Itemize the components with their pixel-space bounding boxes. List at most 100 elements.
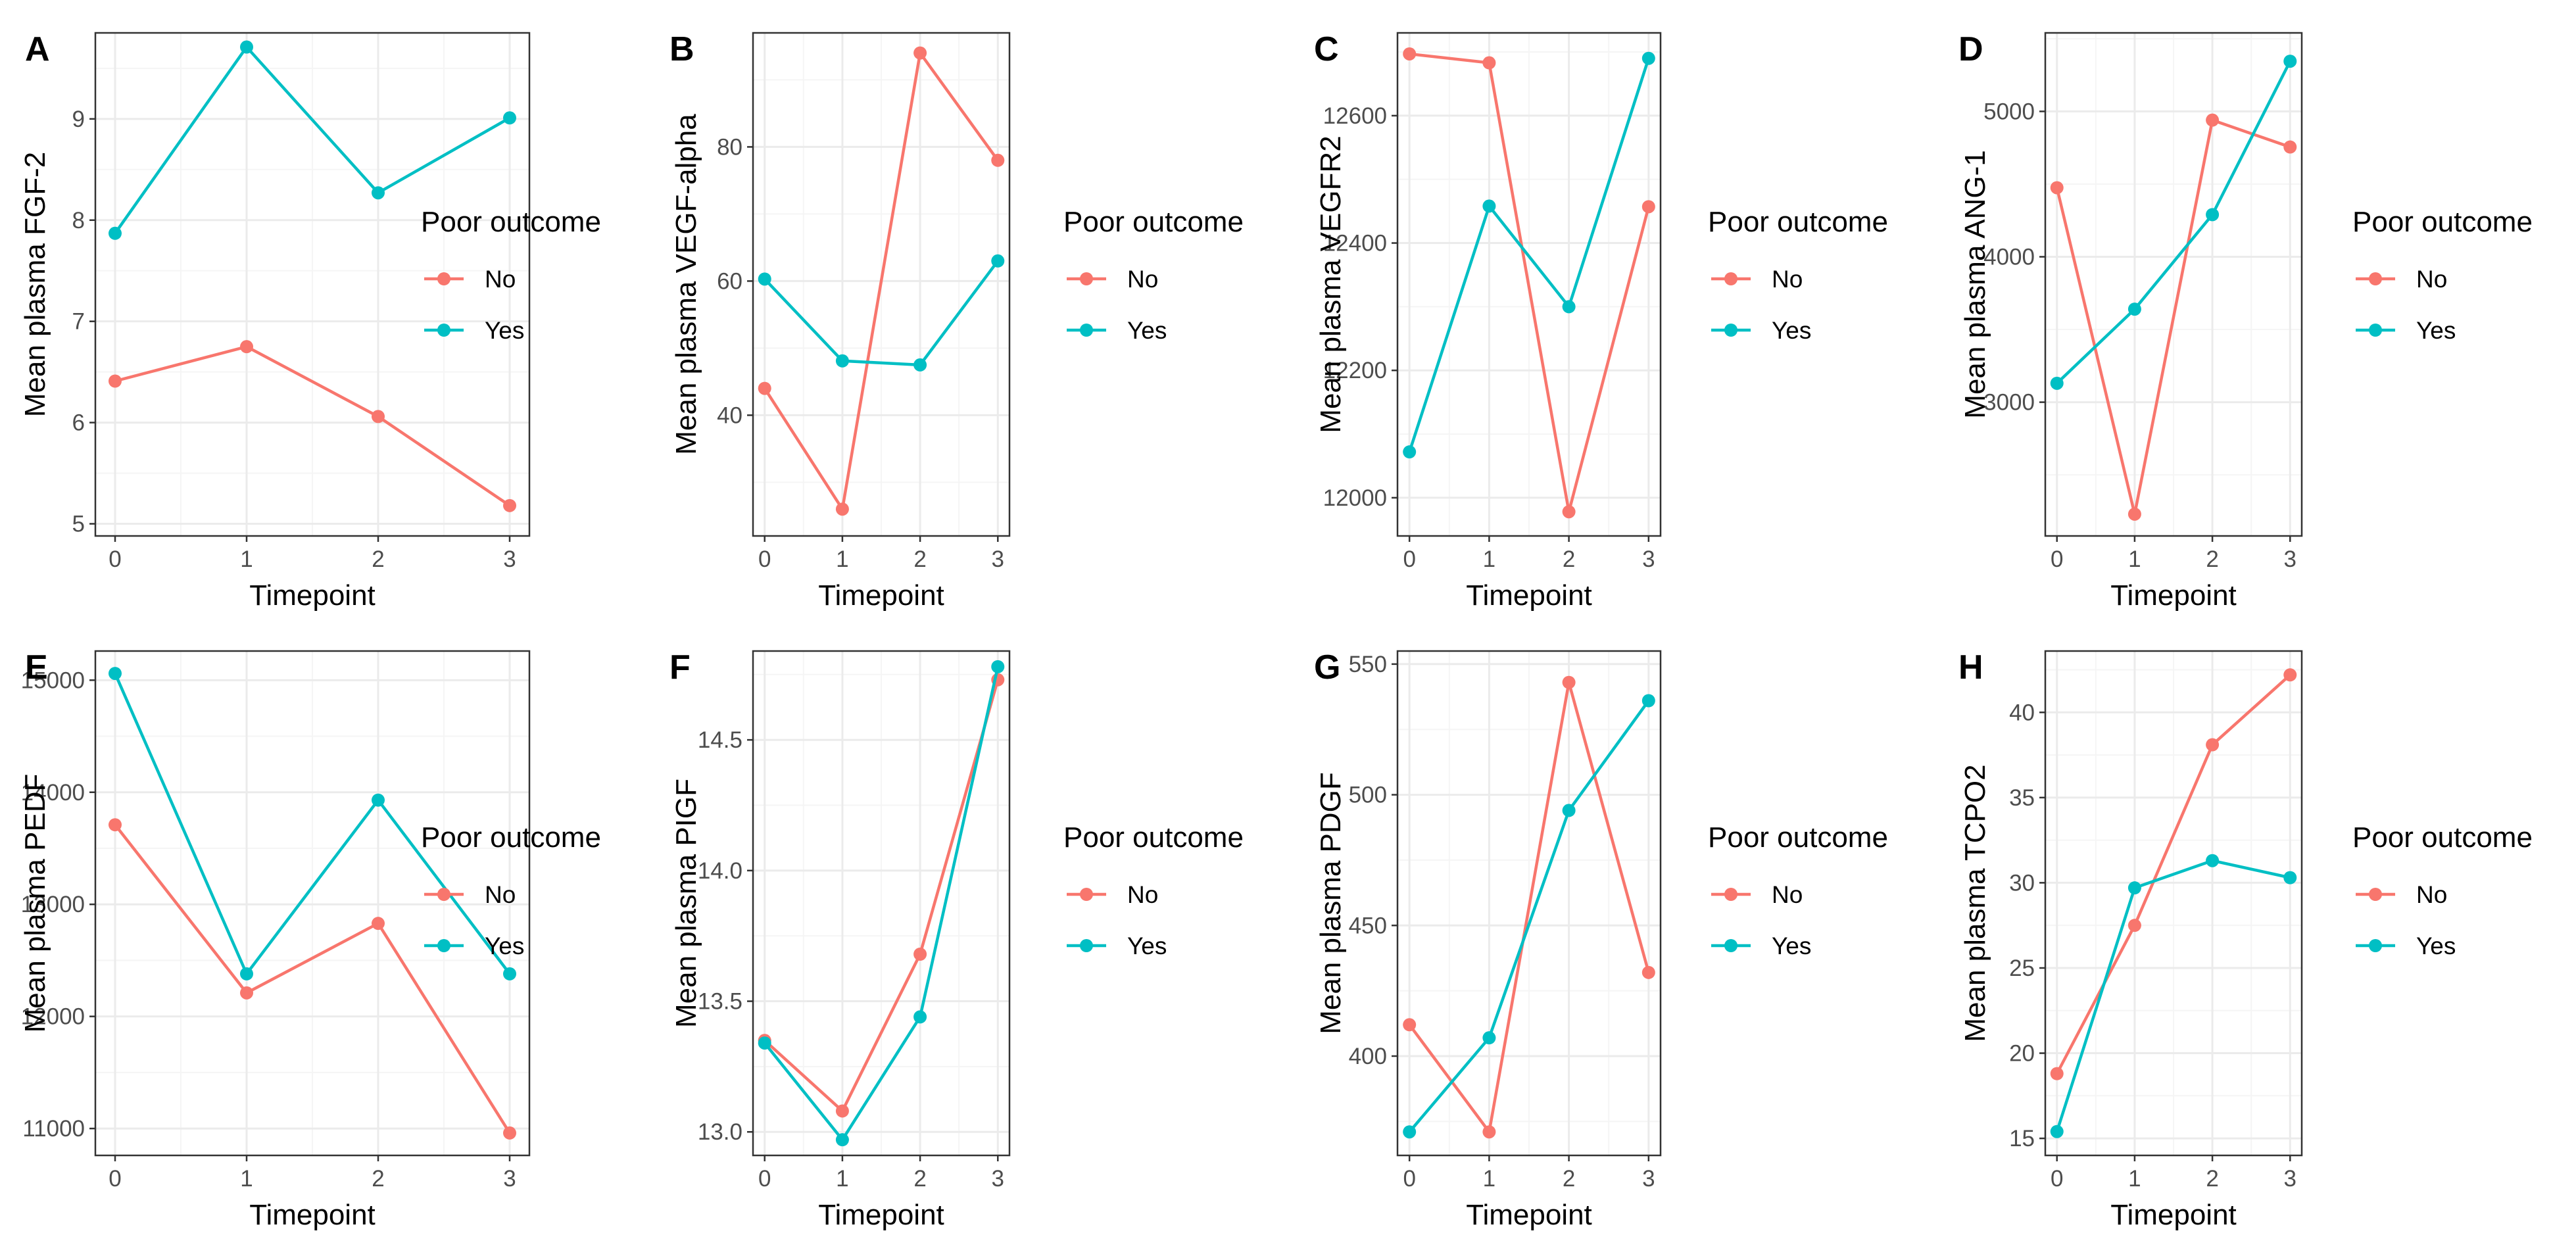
- legend-key-point: [2369, 324, 2382, 337]
- data-point-no: [372, 410, 385, 423]
- y-tick-label: 9: [72, 107, 85, 132]
- data-point-yes: [2206, 854, 2220, 867]
- legend-title: Poor outcome: [1708, 206, 1888, 238]
- series-line-yes: [2056, 60, 2292, 385]
- data-point-yes: [503, 967, 516, 980]
- series-line-yes: [1408, 700, 1650, 1133]
- y-tick-label: 15000: [21, 667, 85, 693]
- plot-frame: [1396, 650, 1662, 1157]
- legend-label-no: No: [1772, 881, 1803, 908]
- y-tick-label: 80: [717, 134, 742, 160]
- series-line-no: [114, 823, 511, 1134]
- data-point-no: [503, 498, 516, 512]
- panel-letter: G: [1314, 648, 1340, 687]
- x-axis-title: Timepoint: [1466, 1199, 1592, 1231]
- x-tick-label: 3: [992, 546, 1004, 572]
- y-tick-label: 40: [2009, 700, 2035, 725]
- legend-label-yes: Yes: [485, 317, 524, 344]
- data-point-yes: [240, 40, 253, 54]
- legend-label-yes: Yes: [1772, 317, 1811, 344]
- data-point-no: [240, 986, 253, 1000]
- y-axis-title: Mean plasma FGF-2: [19, 152, 51, 417]
- panel-letter: A: [25, 30, 50, 68]
- panel-letter: E: [25, 648, 48, 687]
- series-line-yes: [1408, 58, 1650, 452]
- data-point-no: [2050, 181, 2064, 195]
- plot-frame: [2044, 32, 2303, 537]
- legend: Poor outcome No Yes: [1063, 821, 1244, 959]
- x-tick-label: 2: [2206, 1166, 2218, 1192]
- data-point-yes: [835, 1133, 849, 1147]
- legend-key-point: [437, 324, 450, 337]
- y-axis-title: Mean plasma PIGF: [670, 779, 702, 1028]
- data-point-no: [2127, 919, 2141, 932]
- panel-letter: B: [669, 30, 694, 68]
- panel-e: 0 1 2 3 11000 12000 13000 14000 15000 Timepoint Me…: [19, 648, 601, 1231]
- legend: Poor outcome No Yes: [2352, 206, 2533, 344]
- data-point-no: [2283, 668, 2297, 682]
- x-tick-label: 0: [1403, 546, 1415, 572]
- legend-key-point: [2369, 272, 2382, 285]
- y-tick-label: 6: [72, 410, 85, 436]
- data-point-yes: [503, 111, 516, 125]
- series-line-no: [114, 345, 511, 507]
- x-tick-label: 0: [758, 546, 771, 572]
- data-point-yes: [991, 254, 1005, 268]
- y-tick-label: 400: [1349, 1044, 1387, 1069]
- data-point-yes: [109, 226, 122, 240]
- data-point-yes: [240, 967, 253, 980]
- data-point-yes: [1562, 804, 1576, 817]
- plot-frame: [1396, 32, 1662, 537]
- legend: Poor outcome No Yes: [1063, 206, 1244, 344]
- y-tick-label: 20: [2009, 1041, 2035, 1067]
- x-tick-label: 3: [992, 1166, 1004, 1192]
- legend-label-yes: Yes: [1127, 317, 1167, 344]
- y-tick-label: 12200: [1323, 358, 1387, 383]
- legend-title: Poor outcome: [1708, 821, 1888, 854]
- data-point-yes: [913, 358, 927, 372]
- data-point-no: [758, 381, 771, 395]
- data-point-no: [1482, 1125, 1496, 1139]
- x-tick-label: 3: [503, 1166, 516, 1192]
- legend-title: Poor outcome: [2352, 206, 2533, 238]
- x-tick-label: 0: [109, 1166, 121, 1192]
- x-tick-label: 1: [836, 1166, 848, 1192]
- panel-letter: C: [1314, 30, 1339, 68]
- legend: Poor outcome No Yes: [2352, 821, 2533, 959]
- plot-frame: [94, 32, 531, 537]
- y-tick-label: 4000: [1983, 244, 2035, 270]
- x-tick-label: 2: [372, 546, 384, 572]
- legend-label-no: No: [2416, 881, 2447, 908]
- y-tick-label: 12000: [21, 1004, 85, 1030]
- legend-label-no: No: [2416, 266, 2447, 293]
- data-point-no: [913, 947, 927, 961]
- data-point-yes: [372, 793, 385, 807]
- data-point-yes: [991, 660, 1005, 673]
- legend-label-yes: Yes: [2416, 317, 2456, 344]
- legend-label-no: No: [485, 881, 516, 908]
- x-tick-label: 2: [372, 1166, 384, 1192]
- panel-f: 0 1 2 3 13.0 13.5 14.0 14.5 Timepoint Mean plasma…: [669, 648, 1244, 1231]
- legend-label-yes: Yes: [1127, 932, 1167, 959]
- series-line-no: [1408, 681, 1650, 1134]
- x-tick-label: 2: [1563, 546, 1575, 572]
- y-tick-label: 12600: [1323, 103, 1387, 129]
- data-point-no: [991, 153, 1005, 167]
- y-axis-title: Mean plasma TCPO2: [1959, 764, 1991, 1042]
- legend-label-no: No: [1127, 266, 1158, 293]
- y-tick-label: 13000: [21, 892, 85, 917]
- data-point-yes: [835, 354, 849, 368]
- series-line-yes: [113, 673, 511, 976]
- x-tick-label: 0: [2051, 546, 2063, 572]
- legend-key-point: [1080, 272, 1093, 285]
- y-tick-label: 30: [2009, 870, 2035, 896]
- series-line-no: [1409, 52, 1650, 514]
- x-axis-title: Timepoint: [2110, 579, 2237, 612]
- legend: Poor outcome No Yes: [1708, 821, 1888, 959]
- panel-d: 0 1 2 3 3000 4000 5000 Timepoint Mean plasma ANG…: [1958, 30, 2533, 612]
- y-tick-label: 13.0: [698, 1119, 742, 1145]
- y-tick-label: 12400: [1323, 231, 1387, 256]
- legend-key-point: [437, 272, 450, 285]
- data-point-yes: [1562, 300, 1576, 314]
